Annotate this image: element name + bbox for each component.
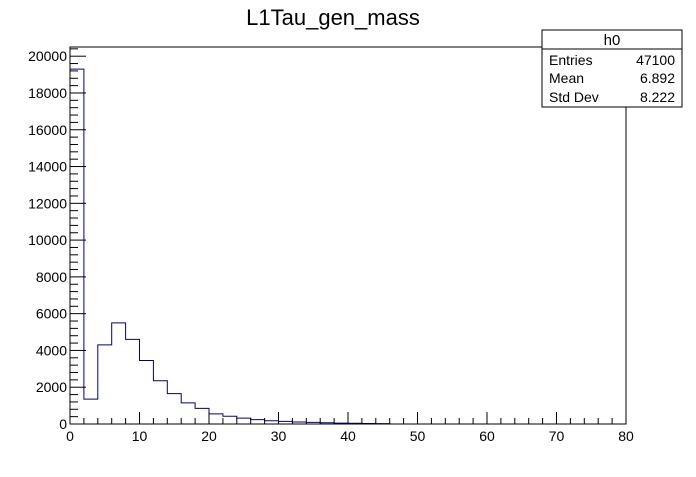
x-tick-label: 60: [479, 428, 495, 444]
histogram-bin: [140, 361, 154, 424]
histogram-bin: [251, 420, 265, 424]
histogram-bin: [195, 408, 209, 424]
x-tick-label: 70: [549, 428, 565, 444]
stats-entries-value: 47100: [636, 52, 675, 68]
histogram-bin: [84, 399, 98, 424]
histogram-bars: [70, 69, 390, 424]
x-tick-label: 10: [132, 428, 148, 444]
stats-stddev-value: 8.222: [640, 89, 675, 105]
y-tick-label: 16000: [28, 122, 67, 138]
histogram-bin: [98, 345, 112, 424]
chart-title: L1Tau_gen_mass: [246, 5, 420, 30]
stats-mean-value: 6.892: [640, 70, 675, 86]
histogram-bin: [153, 381, 167, 424]
histogram-bin: [223, 416, 237, 424]
x-tick-label: 20: [201, 428, 217, 444]
histogram-bin: [112, 323, 126, 424]
histogram-bin: [237, 418, 251, 424]
stats-box: h0 Entries 47100 Mean 6.892 Std Dev 8.22…: [542, 30, 682, 107]
histogram-bin: [167, 394, 181, 424]
y-tick-label: 20000: [28, 48, 67, 64]
y-tick-label: 2000: [36, 379, 67, 395]
y-tick-label: 8000: [36, 269, 67, 285]
y-tick-label: 12000: [28, 195, 67, 211]
stats-entries-label: Entries: [549, 52, 593, 68]
histogram-bin: [181, 403, 195, 424]
y-tick-label: 18000: [28, 85, 67, 101]
y-tick-label: 10000: [28, 232, 67, 248]
y-tick-label: 0: [59, 416, 67, 432]
stats-stddev-label: Std Dev: [549, 89, 599, 105]
x-tick-label: 80: [618, 428, 634, 444]
x-tick-label: 0: [66, 428, 74, 444]
y-tick-label: 6000: [36, 306, 67, 322]
stats-mean-label: Mean: [549, 70, 584, 86]
stats-box-title: h0: [604, 32, 621, 49]
y-tick-label: 4000: [36, 342, 67, 358]
histogram-bin: [209, 414, 223, 424]
x-tick-label: 50: [410, 428, 426, 444]
x-tick-label: 30: [271, 428, 287, 444]
histogram-bin: [126, 339, 140, 424]
y-tick-label: 14000: [28, 159, 67, 175]
x-tick-label: 40: [340, 428, 356, 444]
